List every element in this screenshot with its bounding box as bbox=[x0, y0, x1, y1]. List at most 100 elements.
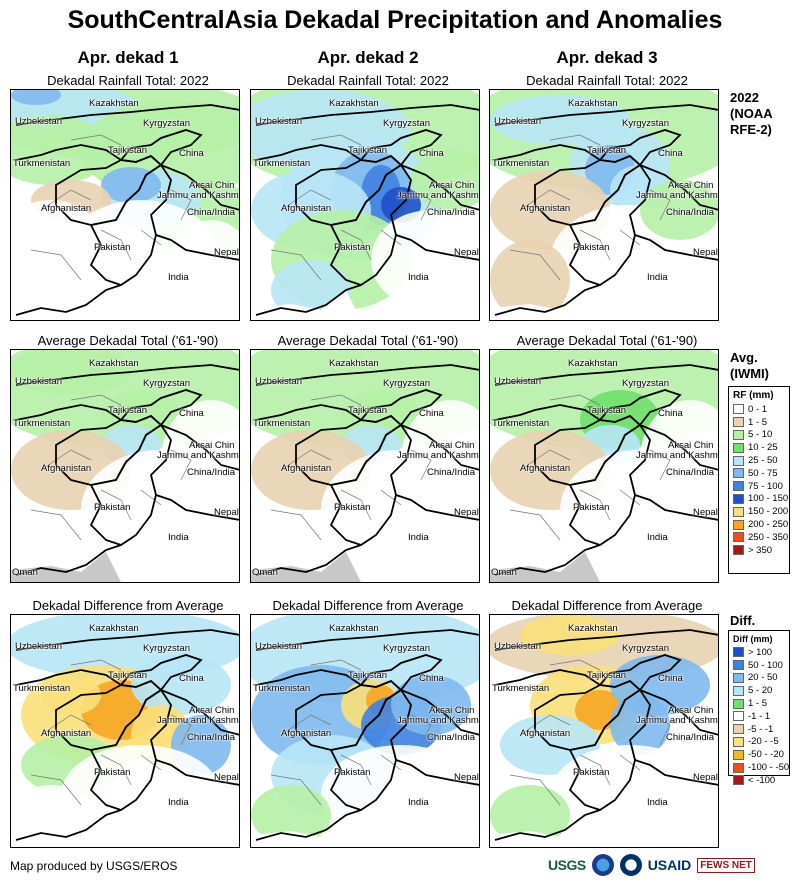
country-boundary bbox=[494, 404, 601, 421]
map-label-tajikistan: Tajikistan bbox=[348, 405, 388, 416]
map-difference-dekad-3: Kazakhstan Uzbekistan Kyrgyzstan Tajikistan… bbox=[489, 614, 719, 848]
legend-entry: 200 - 250 bbox=[733, 518, 788, 531]
row-label-2022: 2022 (NOAA RFE-2) bbox=[730, 90, 773, 137]
map-label-afghanistan: Afghanistan bbox=[281, 728, 332, 739]
province-boundary bbox=[70, 394, 122, 406]
province-boundary bbox=[140, 754, 162, 771]
row-label-difference: Diff. bbox=[730, 613, 756, 628]
country-boundary bbox=[494, 284, 601, 316]
map-label-afghanistan: Afghanistan bbox=[520, 728, 571, 739]
legend-swatch bbox=[733, 493, 744, 504]
country-boundary bbox=[160, 689, 239, 736]
map-label-pakistan: Pakistan bbox=[334, 767, 371, 778]
precip-region bbox=[11, 350, 131, 395]
column-heading-dekad-2: Apr. dekad 2 bbox=[317, 48, 419, 67]
country-boundary bbox=[255, 364, 479, 386]
province-boundary bbox=[509, 249, 561, 281]
country-boundary bbox=[255, 104, 479, 126]
map-label-nepal: Nepal bbox=[693, 772, 718, 783]
precip-region bbox=[490, 785, 570, 845]
map-label-india: India bbox=[408, 272, 429, 283]
legend-label: 20 - 50 bbox=[748, 672, 778, 684]
legend-swatch bbox=[733, 468, 744, 479]
legend-swatch bbox=[733, 506, 744, 517]
map-label-kyrgyzstan: Kyrgyzstan bbox=[143, 378, 190, 389]
map-label-china: China bbox=[658, 673, 683, 684]
map-label-pakistan: Pakistan bbox=[94, 767, 131, 778]
province-boundary bbox=[649, 189, 671, 221]
map-label-china: China bbox=[658, 148, 683, 159]
map-label-uzbekistan: Uzbekistan bbox=[255, 376, 302, 387]
province-boundary bbox=[170, 449, 192, 481]
country-boundary bbox=[395, 234, 479, 261]
precip-region bbox=[131, 655, 231, 715]
map-label-china: China bbox=[179, 408, 204, 419]
province-boundary bbox=[619, 754, 641, 771]
legend-label: -50 - -20 bbox=[748, 749, 784, 761]
province-boundary bbox=[140, 489, 162, 506]
map-label-turkmenistan: Turkmenistan bbox=[492, 683, 550, 694]
precip-region bbox=[550, 745, 710, 845]
map-label-aksai-chin: Aksai Chin bbox=[429, 440, 475, 451]
legend-label: 25 - 50 bbox=[748, 455, 778, 467]
legend-entry: 20 - 50 bbox=[733, 672, 785, 685]
province-boundary bbox=[619, 489, 641, 506]
map-label-turkmenistan: Turkmenistan bbox=[253, 683, 311, 694]
province-boundary bbox=[40, 449, 92, 471]
legend-swatch bbox=[733, 724, 744, 735]
legend-entry: -100 - -50 bbox=[733, 761, 789, 774]
map-label-jammu-kashmir: Jammu and Kashmir bbox=[397, 715, 480, 726]
precip-region bbox=[171, 220, 239, 300]
map-label-kazakhstan: Kazakhstan bbox=[329, 358, 379, 369]
legend-entry: -20 - -5 bbox=[733, 736, 785, 749]
sea-area bbox=[490, 290, 600, 320]
legend-entry: 25 - 50 bbox=[733, 454, 785, 467]
country-boundary bbox=[634, 494, 718, 521]
country-boundary bbox=[494, 629, 718, 651]
legend-label: 50 - 100 bbox=[748, 659, 783, 671]
map-label-china-india: China/India bbox=[187, 207, 236, 218]
map-label-tajikistan: Tajikistan bbox=[108, 405, 148, 416]
map-canvas bbox=[251, 350, 479, 582]
map-label-tajikistan: Tajikistan bbox=[587, 670, 627, 681]
map-label-kyrgyzstan: Kyrgyzstan bbox=[622, 378, 669, 389]
legend-label: -100 - -50 bbox=[748, 762, 790, 774]
map-label-nepal: Nepal bbox=[454, 247, 479, 258]
legend-label: 50 - 75 bbox=[748, 467, 778, 479]
map-label-tajikistan: Tajikistan bbox=[587, 405, 627, 416]
province-boundary bbox=[380, 754, 402, 771]
map-label-aksai-chin: Aksai Chin bbox=[189, 705, 235, 716]
map-label-aksai-chin: Aksai Chin bbox=[668, 180, 714, 191]
panel-title: Dekadal Rainfall Total: 2022 bbox=[287, 73, 449, 88]
map-label-kyrgyzstan: Kyrgyzstan bbox=[383, 118, 430, 129]
province-boundary bbox=[270, 249, 322, 281]
legend-swatch bbox=[733, 481, 744, 492]
legend-title: Diff (mm) bbox=[733, 634, 773, 644]
legend-swatch bbox=[733, 417, 744, 428]
map-label-aksai-chin: Aksai Chin bbox=[668, 705, 714, 716]
country-boundary bbox=[359, 389, 443, 427]
country-boundary bbox=[15, 544, 122, 576]
province-boundary bbox=[649, 449, 671, 481]
map-label-turkmenistan: Turkmenistan bbox=[13, 683, 71, 694]
country-boundary bbox=[598, 389, 682, 427]
logo-strip: USGS USAID FEWS NET bbox=[548, 854, 755, 876]
map-label-afghanistan: Afghanistan bbox=[520, 203, 571, 214]
map-label-nepal: Nepal bbox=[214, 507, 239, 518]
map-label-nepal: Nepal bbox=[214, 247, 239, 258]
legend-label: 1 - 5 bbox=[748, 416, 768, 428]
map-label-kazakhstan: Kazakhstan bbox=[89, 358, 139, 369]
legend-label: -5 - -1 bbox=[748, 723, 774, 735]
map-label-uzbekistan: Uzbekistan bbox=[15, 116, 62, 127]
map-label-afghanistan: Afghanistan bbox=[281, 463, 332, 474]
legend-entry: 250 - 350 bbox=[733, 531, 788, 544]
legend-swatch bbox=[733, 519, 744, 530]
legend-entry: 1 - 5 bbox=[733, 697, 785, 710]
sea-area bbox=[11, 290, 121, 320]
map-label-china: China bbox=[419, 148, 444, 159]
map-label-kyrgyzstan: Kyrgyzstan bbox=[383, 378, 430, 389]
legend-entry: -5 - -1 bbox=[733, 723, 785, 736]
map-label-china-india: China/India bbox=[187, 732, 236, 743]
province-boundary bbox=[519, 714, 571, 736]
country-boundary bbox=[255, 809, 362, 841]
